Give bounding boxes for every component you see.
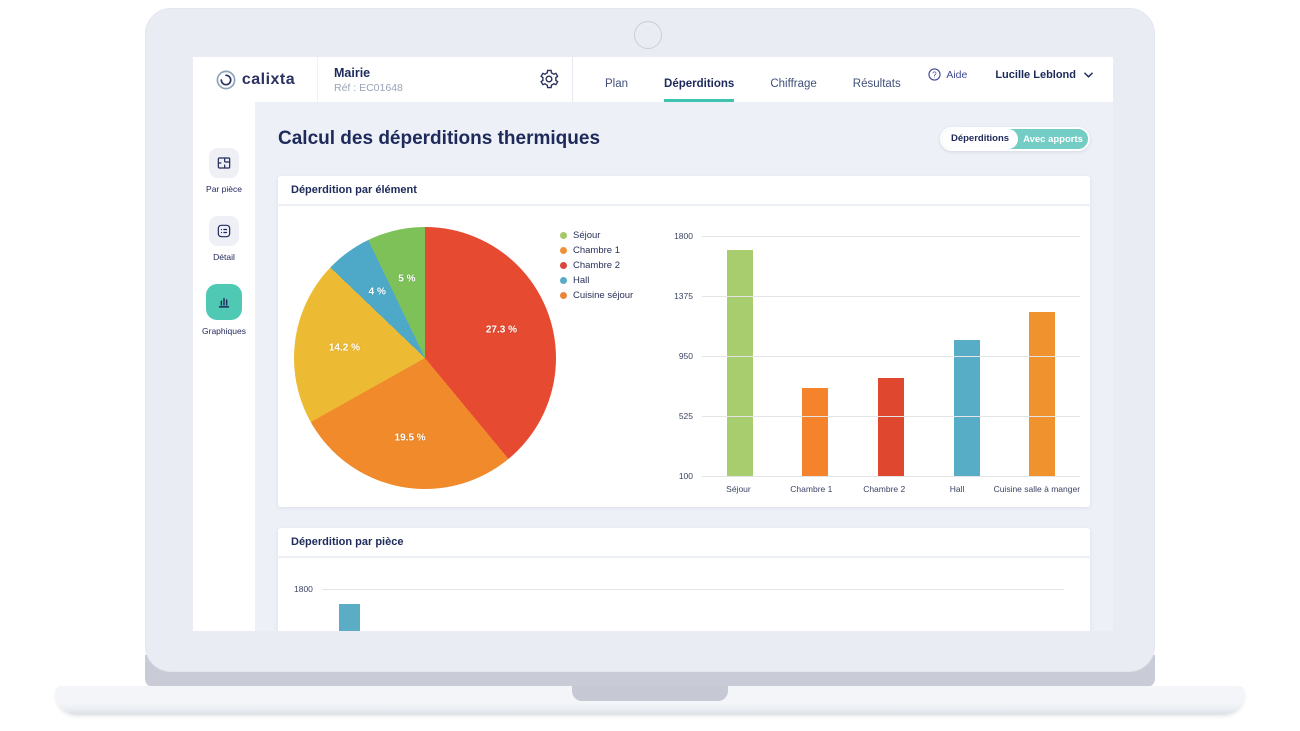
gridline	[702, 416, 1080, 417]
project-ref: Réf : EC01648	[334, 81, 403, 94]
logo-swirl-icon	[215, 69, 237, 91]
x-axis-label: Séjour	[726, 484, 751, 494]
x-axis-labels: Séjour Chambre 1 Chambre 2 Hall Cuisine sall…	[702, 484, 1080, 494]
legend-dot	[560, 292, 567, 299]
app-header: calixta Mairie Réf : EC01648 Plan Déperd…	[193, 57, 1113, 102]
x-axis-label: Hall	[949, 484, 965, 494]
bar-chart-icon	[205, 284, 242, 320]
y-axis-tick: 1800	[674, 231, 693, 241]
legend-label: Hall	[573, 275, 590, 286]
bar	[802, 387, 829, 476]
bar	[877, 377, 904, 476]
bar-chart-partial: 1800	[278, 558, 1090, 631]
legend-label: Cuisine séjour	[573, 290, 634, 301]
gridline	[322, 589, 1064, 590]
page-title: Calcul des déperditions thermiques	[278, 128, 601, 149]
sidebar: Par pièce Détail Graphiq	[193, 102, 255, 631]
sidebar-item-label: Par pièce	[206, 184, 242, 194]
pie-slice-label: 4 %	[368, 286, 386, 298]
toggle-option-avec-apports[interactable]: Avec apports	[1023, 133, 1083, 145]
toggle-option-deperditions[interactable]: Déperditions	[942, 129, 1018, 149]
x-axis-label: Chambre 1	[790, 484, 833, 494]
panel-title: Déperdition par élément	[278, 176, 1090, 206]
bar-plot-area: 1800 1375 950 525 100	[674, 231, 1080, 481]
panel-deperdition-par-piece: Déperdition par pièce 1800	[278, 528, 1090, 631]
y-axis-tick: 100	[678, 471, 693, 481]
sidebar-item-label: Détail	[213, 252, 235, 262]
gridline	[702, 476, 1080, 477]
sidebar-item-graphiques[interactable]: Graphiques	[202, 284, 246, 336]
legend-item: Chambre 2	[560, 260, 633, 271]
gridline	[702, 236, 1080, 237]
chart-legend: Séjour Chambre 1 Chambre 2 Hall Cuisine séjo…	[560, 230, 633, 301]
bar	[339, 604, 360, 631]
x-axis-label: Chambre 2	[863, 484, 906, 494]
main-content: Calcul des déperditions thermiques Déper…	[255, 102, 1113, 631]
laptop-trackpad-notch	[572, 686, 728, 701]
pie-slice-label: 5 %	[398, 273, 416, 285]
pie-chart: 27.3 % 19.5 % 14.2 % 4 % 5 %	[294, 227, 556, 489]
nav-tabs: Plan Déperditions Chiffrage Résultats	[573, 57, 1113, 102]
project-info: Mairie Réf : EC01648	[317, 57, 573, 102]
logo[interactable]: calixta	[193, 57, 317, 102]
legend-dot	[560, 247, 567, 254]
pie-slice-label: 27.3 %	[485, 324, 517, 336]
tab-plan[interactable]: Plan	[605, 78, 629, 90]
app-window: calixta Mairie Réf : EC01648 Plan Déperd…	[193, 57, 1113, 631]
legend-dot	[560, 262, 567, 269]
bar	[953, 340, 980, 476]
tab-resultats[interactable]: Résultats	[852, 78, 901, 90]
y-axis-tick: 1375	[674, 291, 693, 301]
chevron-down-icon	[1084, 71, 1093, 78]
laptop-camera	[634, 21, 662, 49]
sidebar-item-label: Graphiques	[202, 326, 246, 336]
help-label: Aide	[946, 68, 968, 81]
floor-plan-icon	[208, 148, 239, 178]
pie-slice-label: 19.5 %	[394, 432, 426, 444]
legend-label: Chambre 1	[573, 245, 620, 256]
header-right: ? Aide Lucille Leblond	[928, 68, 1093, 81]
bar-chart: 1800 1375 950 525 100 Séjour Chambre 1 Chambre…	[660, 228, 1084, 500]
gridline	[702, 296, 1080, 297]
settings-gear-icon[interactable]	[538, 68, 560, 90]
pie-slice-label: 14.2 %	[328, 342, 360, 354]
view-toggle[interactable]: Déperditions Avec apports	[940, 127, 1090, 151]
sidebar-item-par-piece[interactable]: Par pièce	[206, 148, 242, 194]
sidebar-item-detail[interactable]: Détail	[209, 216, 239, 262]
legend-label: Séjour	[573, 230, 601, 241]
panel-deperdition-par-element: Déperdition par élément 27.3 % 19.5 % 14.2…	[278, 176, 1090, 507]
bar	[726, 250, 753, 476]
panel-title: Déperdition par pièce	[278, 528, 1090, 558]
legend-item: Chambre 1	[560, 245, 633, 256]
help-button[interactable]: ? Aide	[928, 68, 967, 81]
user-name: Lucille Leblond	[995, 68, 1076, 81]
help-icon: ?	[928, 68, 941, 81]
tab-deperditions[interactable]: Déperditions	[664, 78, 735, 102]
bars	[702, 236, 1080, 476]
bar	[1029, 312, 1056, 476]
legend-dot	[560, 277, 567, 284]
legend-item: Séjour	[560, 230, 633, 241]
x-axis-label: Cuisine salle à manger	[993, 484, 1081, 494]
pie-circle	[294, 227, 556, 489]
legend-dot	[560, 232, 567, 239]
svg-text:?: ?	[933, 70, 938, 79]
project-name: Mairie	[334, 65, 371, 80]
user-menu[interactable]: Lucille Leblond	[995, 69, 1093, 81]
detail-list-icon	[209, 216, 239, 246]
y-axis-tick: 525	[678, 411, 693, 421]
y-axis-tick: 1800	[294, 584, 313, 594]
y-axis-tick: 950	[678, 351, 693, 361]
legend-item: Cuisine séjour	[560, 290, 633, 301]
legend-label: Chambre 2	[573, 260, 620, 271]
gridline	[702, 356, 1080, 357]
tab-chiffrage[interactable]: Chiffrage	[770, 78, 817, 90]
legend-item: Hall	[560, 275, 633, 286]
logo-text: calixta	[241, 70, 296, 88]
